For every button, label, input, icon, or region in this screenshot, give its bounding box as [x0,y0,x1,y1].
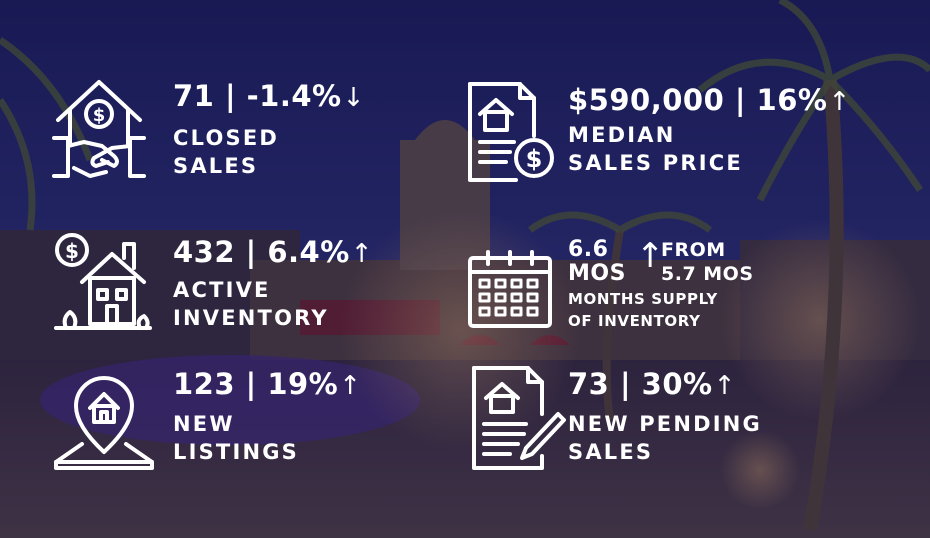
house-contract-pen-icon [470,364,566,474]
svg-text:$: $ [93,105,106,126]
closed-sales-value: 71 | -1.4%↓ [173,79,365,113]
months-supply-from: FROM 5.7 MOS [661,239,754,285]
new-listings-label: NEW LISTINGS [173,412,299,464]
new-pending-sales-label: NEW PENDING SALES [568,412,762,464]
arrow-down-icon: ↓ [342,83,365,113]
arrow-up-icon: ↑ [350,239,374,269]
svg-text:$: $ [526,145,543,173]
arrow-up-icon: ↑ [636,236,665,276]
house-handshake-icon: $ [50,76,148,186]
months-supply-label: MONTHS SUPPLY OF INVENTORY [568,290,718,330]
house-dollar-icon: $ [52,230,152,334]
new-listings-value: 123 | 19%↑ [173,367,362,401]
active-inventory-label: ACTIVE INVENTORY [173,278,329,330]
svg-text:$: $ [65,239,79,263]
new-pending-sales-value: 73 | 30%↑ [568,367,736,401]
arrow-up-icon: ↑ [828,87,851,117]
median-sales-price-label: MEDIAN SALES PRICE [568,123,743,175]
arrow-up-icon: ↑ [339,371,362,401]
months-supply-value: 6.6 MOS [568,237,626,286]
arrow-up-icon: ↑ [713,371,736,401]
calendar-icon [466,248,554,330]
house-location-pin-icon [52,374,156,472]
closed-sales-label: CLOSED SALES [173,126,279,178]
median-sales-price-value: $590,000 | 16%↑ [568,83,851,117]
house-document-dollar-icon: $ [462,80,556,186]
active-inventory-value: 432 | 6.4%↑ [173,235,374,269]
